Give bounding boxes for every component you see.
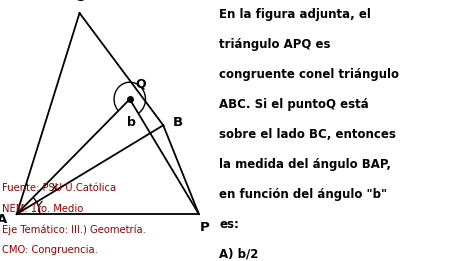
- Text: congruente conel triángulo: congruente conel triángulo: [219, 68, 399, 81]
- Text: NEM: 1ro. Medio: NEM: 1ro. Medio: [2, 204, 83, 213]
- Text: B: B: [173, 116, 183, 129]
- Text: A) b/2: A) b/2: [219, 248, 258, 261]
- Text: En la figura adjunta, el: En la figura adjunta, el: [219, 8, 371, 21]
- Text: A: A: [0, 213, 7, 226]
- Text: b: b: [127, 116, 136, 129]
- Text: CMO: Congruencia.: CMO: Congruencia.: [2, 245, 98, 255]
- Text: sobre el lado BC, entonces: sobre el lado BC, entonces: [219, 128, 396, 141]
- Text: Eje Temático: III.) Geometría.: Eje Temático: III.) Geometría.: [2, 224, 146, 235]
- Text: la medida del ángulo BAP,: la medida del ángulo BAP,: [219, 158, 391, 171]
- Text: es:: es:: [219, 218, 239, 231]
- Text: C: C: [75, 0, 84, 4]
- Text: ABC. Si el puntoQ está: ABC. Si el puntoQ está: [219, 98, 369, 111]
- Text: Q: Q: [135, 77, 146, 90]
- Text: triángulo APQ es: triángulo APQ es: [219, 38, 331, 51]
- Text: P: P: [200, 221, 210, 234]
- Text: en función del ángulo "b": en función del ángulo "b": [219, 188, 387, 201]
- Text: x: x: [51, 181, 58, 194]
- Text: Fuente: PSU U.Católica: Fuente: PSU U.Católica: [2, 183, 116, 193]
